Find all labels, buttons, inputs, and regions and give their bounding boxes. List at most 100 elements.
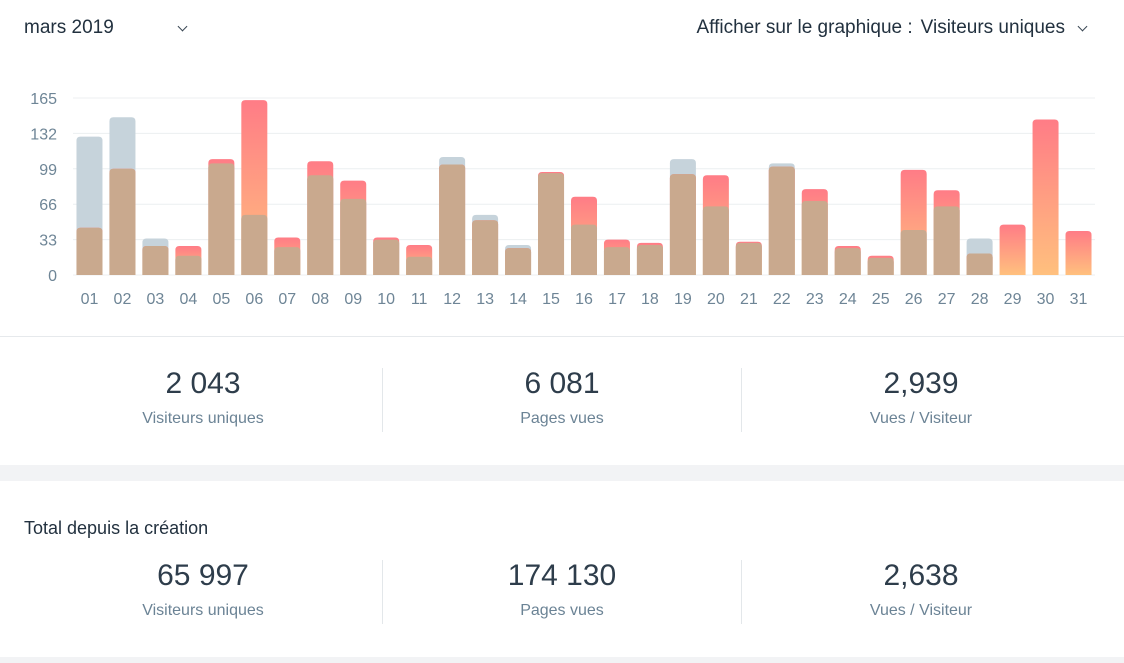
monthly-panel: mars 2019 Afficher sur le graphique : Vi… xyxy=(0,14,1124,432)
bar-day-15[interactable] xyxy=(538,172,565,275)
bar-overlap xyxy=(834,248,861,275)
chevron-down-icon xyxy=(1077,21,1088,31)
x-tick-label: 20 xyxy=(707,291,725,308)
bar-overlap xyxy=(76,227,103,275)
bar-overlap xyxy=(439,164,466,275)
chevron-down-icon xyxy=(177,21,188,31)
bar-overlap xyxy=(175,255,202,275)
bar-day-27[interactable] xyxy=(933,190,960,275)
bar-overlap xyxy=(735,242,762,275)
bar-day-06[interactable] xyxy=(241,100,268,276)
total-stats: 65 997 Visiteurs uniques 174 130 Pages v… xyxy=(24,559,1100,624)
y-tick-label: 99 xyxy=(39,162,57,179)
bar-overlap xyxy=(208,163,235,275)
bar-day-28[interactable] xyxy=(966,238,993,275)
month-select[interactable]: mars 2019 xyxy=(24,14,194,42)
visits-bar-chart: 0 33 66 99 132 165 01 02 03 04 05 06 07 08 09 10 11 12 13 1… xyxy=(30,91,1095,308)
bar-day-07[interactable] xyxy=(274,237,301,275)
bar-day-04[interactable] xyxy=(175,246,202,275)
x-tick-label: 10 xyxy=(377,291,395,308)
bar-overlap xyxy=(406,256,433,275)
bar-day-12[interactable] xyxy=(439,157,466,275)
bar-day-05[interactable] xyxy=(208,159,235,275)
bar-day-01[interactable] xyxy=(76,136,103,275)
panel-separator xyxy=(0,465,1124,481)
bar-current xyxy=(999,224,1026,275)
bar-day-18[interactable] xyxy=(636,242,663,275)
bar-overlap xyxy=(505,248,532,275)
x-tick-label: 14 xyxy=(509,291,527,308)
bar-day-25[interactable] xyxy=(867,255,894,275)
total-page-views: 174 130 Pages vues xyxy=(382,559,741,624)
total-unique-visitors: 65 997 Visiteurs uniques xyxy=(24,559,382,624)
bar-day-23[interactable] xyxy=(801,189,828,275)
bar-overlap xyxy=(669,174,696,275)
total-views-per-visitor: 2,638 Vues / Visiteur xyxy=(741,559,1100,624)
stat-label: Pages vues xyxy=(520,602,604,619)
x-tick-label: 30 xyxy=(1037,291,1055,308)
x-tick-label: 13 xyxy=(476,291,494,308)
bar-overlap xyxy=(571,224,597,275)
bar-day-19[interactable] xyxy=(669,159,696,275)
bar-day-08[interactable] xyxy=(307,161,334,275)
x-tick-label: 24 xyxy=(839,291,857,308)
bar-day-10[interactable] xyxy=(373,237,400,275)
y-tick-label: 0 xyxy=(48,268,57,285)
x-tick-label: 16 xyxy=(575,291,593,308)
x-tick-label: 08 xyxy=(311,291,329,308)
bar-day-26[interactable] xyxy=(900,169,927,275)
x-tick-label: 02 xyxy=(114,291,132,308)
bar-overlap xyxy=(472,220,499,275)
bar-day-03[interactable] xyxy=(142,238,169,275)
x-tick-label: 19 xyxy=(674,291,692,308)
stat-value: 2,939 xyxy=(883,367,959,400)
bar-day-02[interactable] xyxy=(109,117,136,276)
bar-day-29[interactable] xyxy=(999,224,1026,275)
x-tick-label: 05 xyxy=(212,291,230,308)
chart-metric-select[interactable]: Visiteurs uniques xyxy=(920,17,1088,39)
bar-overlap xyxy=(768,166,795,275)
bar-day-17[interactable] xyxy=(603,239,630,275)
bar-day-13[interactable] xyxy=(472,214,499,275)
panel-separator xyxy=(0,657,1124,663)
bar-overlap xyxy=(867,257,894,275)
x-tick-label: 31 xyxy=(1070,291,1088,308)
x-tick-label: 25 xyxy=(872,291,890,308)
bar-overlap xyxy=(900,229,927,275)
bar-overlap xyxy=(274,247,301,275)
y-tick-label: 132 xyxy=(30,126,57,143)
section-divider xyxy=(0,336,1124,337)
x-tick-label: 21 xyxy=(740,291,758,308)
x-tick-label: 12 xyxy=(443,291,461,308)
bar-day-30[interactable] xyxy=(1032,119,1059,275)
stat-value: 2 043 xyxy=(165,367,241,400)
bar-day-21[interactable] xyxy=(735,241,762,275)
x-tick-label: 26 xyxy=(905,291,923,308)
bar-overlap xyxy=(307,175,334,275)
stat-label: Vues / Visiteur xyxy=(869,602,973,619)
stat-page-views: 6 081 Pages vues xyxy=(382,367,741,432)
bar-overlap xyxy=(933,206,960,275)
x-tick-label: 15 xyxy=(542,291,560,308)
x-tick-label: 28 xyxy=(971,291,989,308)
bar-overlap xyxy=(801,200,828,275)
bar-day-16[interactable] xyxy=(571,196,597,275)
stat-label: Vues / Visiteur xyxy=(869,410,973,427)
x-tick-label: 09 xyxy=(344,291,362,308)
x-tick-label: 06 xyxy=(245,291,263,308)
stat-value: 2,638 xyxy=(883,559,959,592)
chart-metric-value: Visiteurs uniques xyxy=(920,17,1065,38)
bar-overlap xyxy=(241,214,268,275)
bar-day-22[interactable] xyxy=(768,163,795,275)
bar-day-09[interactable] xyxy=(340,180,367,275)
bar-day-24[interactable] xyxy=(834,246,861,275)
total-title: Total depuis la création xyxy=(24,518,209,538)
bar-day-31[interactable] xyxy=(1065,231,1092,275)
x-tick-label: 07 xyxy=(278,291,296,308)
bar-overlap xyxy=(603,247,630,275)
bar-day-14[interactable] xyxy=(505,244,532,275)
bar-day-20[interactable] xyxy=(702,175,729,275)
bar-day-11[interactable] xyxy=(406,244,433,275)
stat-views-per-visitor: 2,939 Vues / Visiteur xyxy=(741,367,1100,432)
x-tick-label: 01 xyxy=(81,291,99,308)
